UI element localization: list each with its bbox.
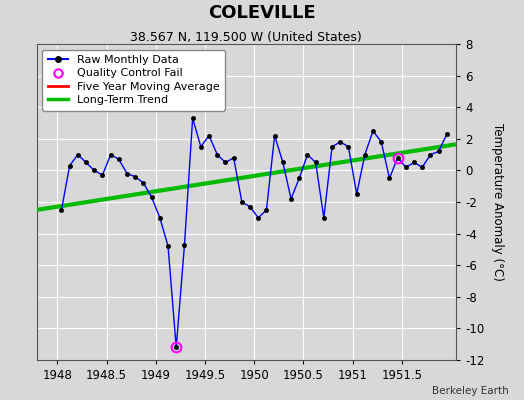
Title: 38.567 N, 119.500 W (United States): 38.567 N, 119.500 W (United States) <box>130 31 362 44</box>
Y-axis label: Temperature Anomaly (°C): Temperature Anomaly (°C) <box>491 123 504 281</box>
Text: COLEVILLE: COLEVILLE <box>208 4 316 22</box>
Text: Berkeley Earth: Berkeley Earth <box>432 386 508 396</box>
Legend: Raw Monthly Data, Quality Control Fail, Five Year Moving Average, Long-Term Tren: Raw Monthly Data, Quality Control Fail, … <box>42 50 225 111</box>
